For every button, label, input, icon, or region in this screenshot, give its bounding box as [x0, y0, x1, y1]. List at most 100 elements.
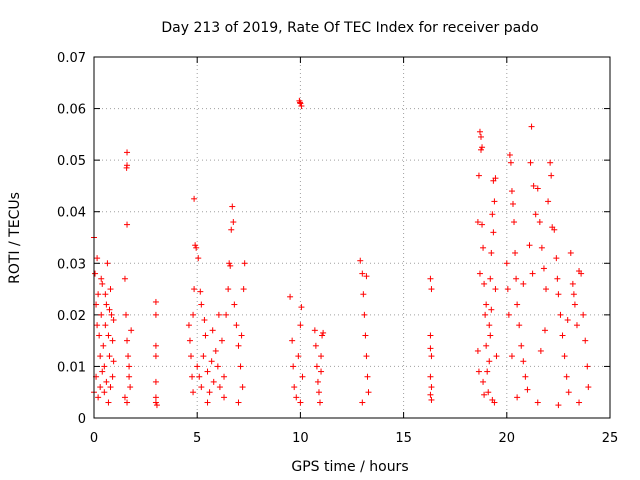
data-point: [314, 378, 321, 385]
data-point: [121, 275, 128, 282]
data-point: [96, 332, 103, 339]
data-point: [317, 399, 324, 406]
y-tick-label: 0.01: [57, 360, 86, 375]
data-point: [487, 332, 494, 339]
data-point: [516, 322, 523, 329]
data-point: [361, 311, 368, 318]
data-point: [427, 391, 434, 398]
data-point: [363, 353, 370, 360]
data-point: [489, 396, 496, 403]
grid-lines: [94, 57, 610, 418]
data-point: [201, 317, 208, 324]
data-point: [124, 399, 131, 406]
data-point: [555, 402, 562, 409]
data-point: [239, 384, 246, 391]
y-tick-label: 0: [78, 412, 86, 427]
data-point: [95, 291, 102, 298]
data-point: [363, 273, 370, 280]
data-point: [228, 226, 235, 233]
data-point: [152, 311, 159, 318]
data-point: [95, 394, 102, 401]
data-point: [492, 175, 499, 182]
data-point: [518, 342, 525, 349]
data-point: [94, 322, 101, 329]
data-point: [128, 327, 135, 334]
data-point: [287, 293, 294, 300]
data-point: [479, 144, 486, 151]
data-point: [126, 373, 133, 380]
data-point: [529, 270, 536, 277]
data-point: [576, 399, 583, 406]
x-tick-label: 10: [292, 431, 309, 446]
data-point: [289, 337, 296, 344]
data-point: [492, 286, 499, 293]
data-point: [543, 286, 550, 293]
data-point: [318, 353, 325, 360]
data-point: [240, 286, 247, 293]
data-point: [188, 353, 195, 360]
data-point: [573, 322, 580, 329]
data-point: [195, 255, 202, 262]
data-point: [191, 195, 198, 202]
data-point: [536, 219, 543, 226]
data-point: [315, 389, 322, 396]
data-point: [229, 203, 236, 210]
data-point: [105, 399, 112, 406]
data-point: [476, 128, 483, 135]
data-point: [218, 337, 225, 344]
data-point: [480, 244, 487, 251]
data-point: [210, 378, 217, 385]
data-point: [513, 275, 520, 282]
data-point: [524, 386, 531, 393]
data-point: [290, 363, 297, 370]
data-point: [107, 286, 114, 293]
data-point: [241, 260, 248, 267]
data-point: [296, 99, 303, 106]
data-point: [481, 391, 488, 398]
y-tick-label: 0.06: [57, 103, 86, 118]
data-point: [480, 378, 487, 385]
data-point: [488, 249, 495, 256]
x-axis-label: GPS time / hours: [291, 459, 408, 475]
data-point: [221, 394, 228, 401]
data-point: [200, 353, 207, 360]
plot-frame: [93, 56, 611, 419]
data-point: [98, 311, 105, 318]
data-point: [214, 363, 221, 370]
data-point: [297, 399, 304, 406]
data-point: [106, 353, 113, 360]
data-point: [152, 298, 159, 305]
chart-title: Day 213 of 2019, Rate Of TEC Index for r…: [161, 20, 538, 36]
data-point: [585, 384, 592, 391]
data-point: [540, 265, 547, 272]
data-point: [191, 286, 198, 293]
data-point: [235, 342, 242, 349]
x-tick-label: 20: [499, 431, 516, 446]
data-point: [528, 123, 535, 130]
data-point: [215, 311, 222, 318]
data-point: [312, 342, 319, 349]
data-point: [551, 226, 558, 233]
data-points: [91, 97, 592, 409]
data-point: [238, 332, 245, 339]
y-tick-label: 0.02: [57, 309, 86, 324]
data-point: [193, 244, 200, 251]
data-point: [563, 373, 570, 380]
data-point: [235, 399, 242, 406]
data-point: [227, 262, 234, 269]
data-point: [92, 270, 99, 277]
data-point: [297, 322, 304, 329]
data-point: [580, 311, 587, 318]
data-point: [110, 358, 117, 365]
data-point: [100, 342, 107, 349]
data-point: [313, 363, 320, 370]
data-point: [104, 260, 111, 267]
data-point: [237, 363, 244, 370]
data-point: [94, 255, 101, 262]
data-point: [152, 399, 159, 406]
data-point: [476, 270, 483, 277]
data-point: [532, 211, 539, 218]
data-point: [204, 368, 211, 375]
data-point: [97, 384, 104, 391]
data-point: [185, 322, 192, 329]
